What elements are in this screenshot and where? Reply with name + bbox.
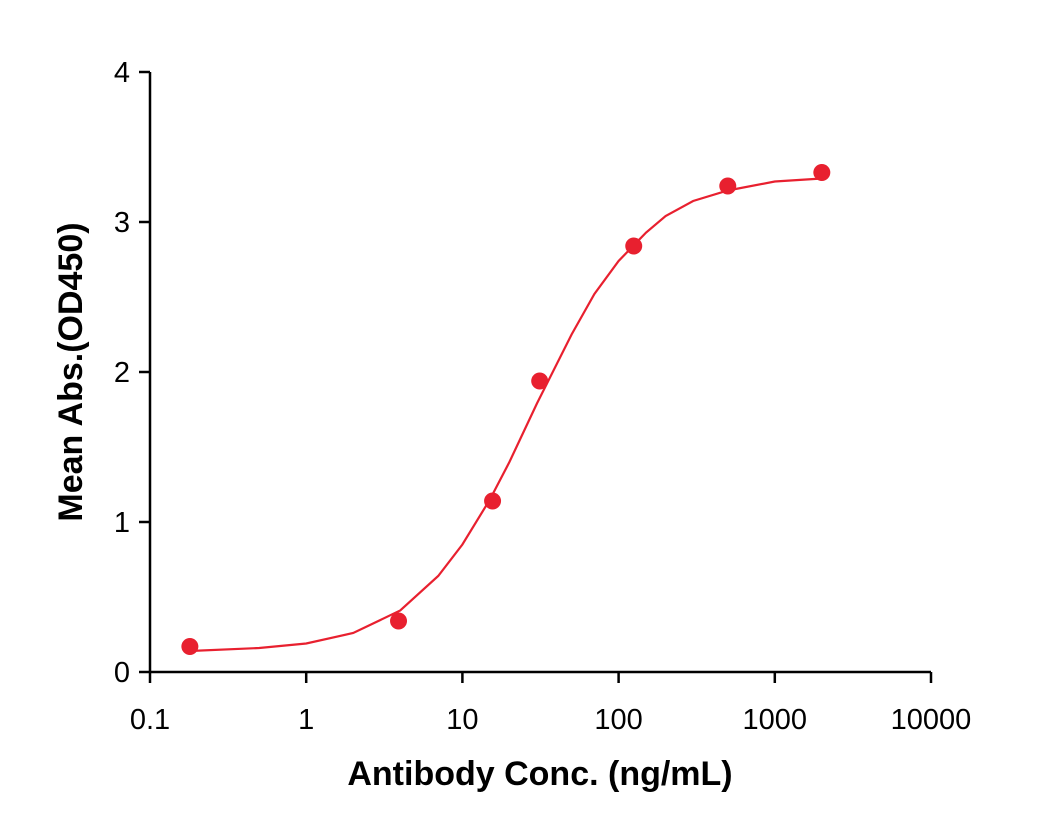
- y-tick-label: 4: [114, 57, 130, 89]
- x-tick-label: 100: [594, 704, 642, 736]
- x-axis-title: Antibody Conc. (ng/mL): [347, 755, 732, 793]
- x-tick-label: 0.1: [130, 704, 170, 736]
- y-tick-label: 2: [114, 357, 130, 389]
- x-tick-label: 10: [446, 704, 478, 736]
- y-tick-label: 3: [114, 207, 130, 239]
- x-tick-label: 10000: [891, 704, 972, 736]
- data-point: [390, 612, 408, 630]
- x-tick-label: 1: [298, 704, 314, 736]
- x-tick-label: 1000: [743, 704, 808, 736]
- fit-curve: [189, 177, 822, 653]
- data-point: [181, 638, 199, 655]
- data-point: [813, 164, 831, 181]
- data-point: [531, 372, 549, 390]
- data-point: [719, 177, 737, 195]
- y-tick-label: 0: [114, 657, 130, 689]
- y-axis-title: Mean Abs.(OD450): [52, 222, 90, 521]
- data-point: [484, 492, 502, 510]
- y-tick-label: 1: [114, 507, 130, 539]
- data-point: [625, 237, 643, 255]
